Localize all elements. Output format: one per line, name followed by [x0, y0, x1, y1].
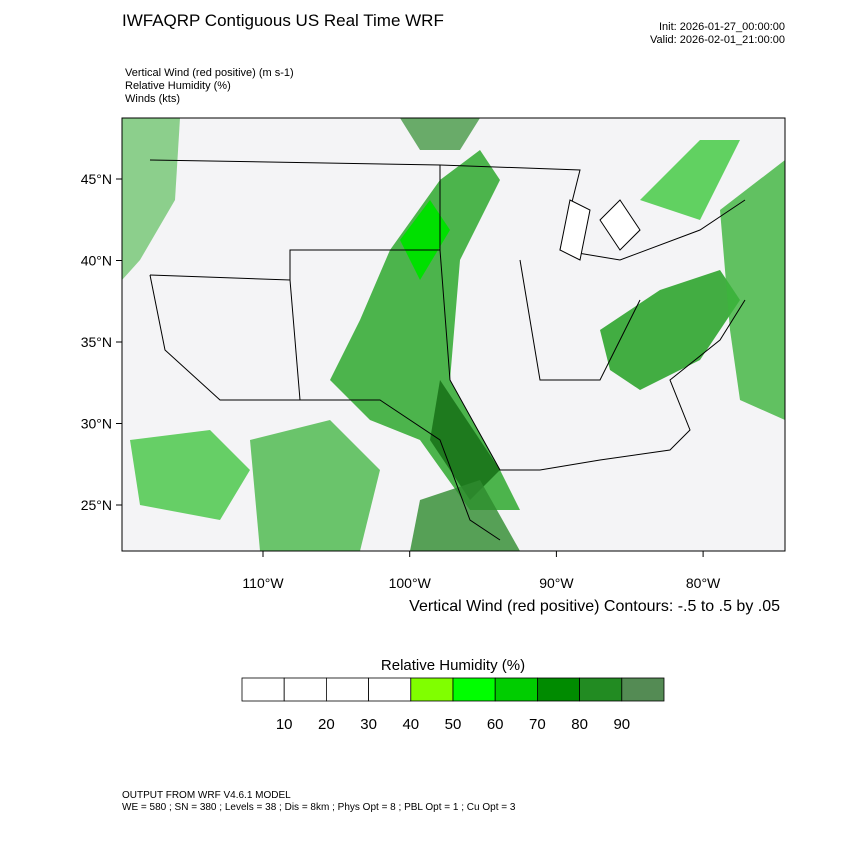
- colorbar-label: 90: [613, 716, 630, 733]
- footer-line: OUTPUT FROM WRF V4.6.1 MODEL: [122, 790, 291, 801]
- colorbar-box: [368, 677, 412, 702]
- lat-tick-label: 45°N: [81, 171, 112, 187]
- colorbar-label: 10: [276, 716, 293, 733]
- contour-note: Vertical Wind (red positive) Contours: -…: [409, 598, 780, 615]
- colorbar-label: 30: [360, 716, 377, 733]
- colorbar-box: [579, 677, 623, 702]
- colorbar-box: [494, 677, 538, 702]
- colorbar-box: [241, 677, 285, 702]
- colorbar-box: [452, 677, 496, 702]
- field-label: Relative Humidity (%): [125, 80, 231, 92]
- lon-tick-label: 80°W: [686, 575, 721, 591]
- lon-tick-label: 90°W: [539, 575, 574, 591]
- valid-time: Valid: 2026-02-01_21:00:00: [650, 34, 785, 46]
- colorbar-label: 80: [571, 716, 588, 733]
- footer-line: WE = 580 ; SN = 380 ; Levels = 38 ; Dis …: [122, 802, 516, 813]
- init-time: Init: 2026-01-27_00:00:00: [659, 21, 785, 33]
- lat-tick-label: 35°N: [81, 334, 112, 350]
- colorbar-box: [621, 677, 665, 702]
- colorbar-label: 40: [402, 716, 419, 733]
- colorbar-box: [537, 677, 581, 702]
- map: [121, 117, 786, 552]
- colorbar-label: 50: [445, 716, 462, 733]
- lat-tick-label: 30°N: [81, 416, 112, 432]
- colorbar-label: 60: [487, 716, 504, 733]
- field-label: Winds (kts): [125, 93, 180, 105]
- colorbar-box: [410, 677, 454, 702]
- lat-tick-label: 40°N: [81, 253, 112, 269]
- colorbar-label: 20: [318, 716, 335, 733]
- title: IWFAQRP Contiguous US Real Time WRF: [122, 11, 444, 30]
- colorbar-title: Relative Humidity (%): [381, 657, 525, 674]
- colorbar-label: 70: [529, 716, 546, 733]
- lon-tick-label: 110°W: [242, 575, 284, 591]
- colorbar-box: [283, 677, 327, 702]
- colorbar-box: [325, 677, 369, 702]
- field-label: Vertical Wind (red positive) (m s-1): [125, 67, 294, 79]
- lat-tick-label: 25°N: [81, 497, 112, 513]
- lon-tick-label: 100°W: [389, 575, 432, 591]
